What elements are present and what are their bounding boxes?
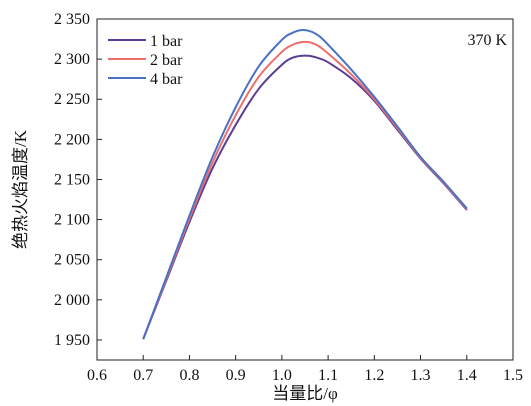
legend-label: 2 bar [150, 52, 183, 69]
y-tick-label: 2 150 [54, 171, 90, 188]
x-tick-label: 0.8 [179, 367, 199, 384]
x-tick-label: 1.0 [272, 367, 292, 384]
y-tick-label: 2 100 [54, 212, 90, 229]
y-tick-label: 2 050 [54, 252, 90, 269]
series-lines [142, 29, 468, 340]
y-axis-title: 绝热火焰温度/K [11, 129, 30, 249]
legend-label: 4 bar [150, 71, 183, 88]
series-line-1 [142, 54, 468, 340]
x-tick-label: 1.4 [457, 367, 477, 384]
x-axis-title: 当量比/φ [272, 384, 338, 403]
y-tick-label: 2 250 [54, 91, 90, 108]
x-axis-ticks: 0.6 0.7 0.8 0.9 1.0 1.1 1.2 1.3 1.4 1.5 [87, 355, 523, 384]
x-tick-label: 0.9 [226, 367, 246, 384]
x-tick-label: 1.2 [364, 367, 384, 384]
series-line-2 [142, 40, 468, 340]
y-tick-label: 2 200 [54, 131, 90, 148]
temperature-annotation: 370 K [467, 32, 507, 49]
y-tick-label: 2 300 [54, 51, 90, 68]
plot-frame [96, 18, 514, 361]
x-tick-label: 1.3 [411, 367, 431, 384]
x-tick-label: 1.5 [503, 367, 523, 384]
x-tick-label: 1.1 [318, 367, 338, 384]
y-axis-ticks: 1 950 2 000 2 050 2 100 2 150 2 200 2 250 2 300… [54, 11, 102, 349]
y-tick-label: 2 000 [54, 292, 90, 309]
x-tick-label: 0.6 [87, 367, 107, 384]
y-tick-label: 1 950 [54, 332, 90, 349]
y-tick-label: 2 350 [54, 11, 90, 28]
legend-label: 1 bar [150, 33, 183, 50]
series-line-3 [142, 29, 468, 340]
legend: 1 bar 2 bar 4 bar [108, 33, 183, 88]
x-tick-label: 0.7 [133, 367, 153, 384]
